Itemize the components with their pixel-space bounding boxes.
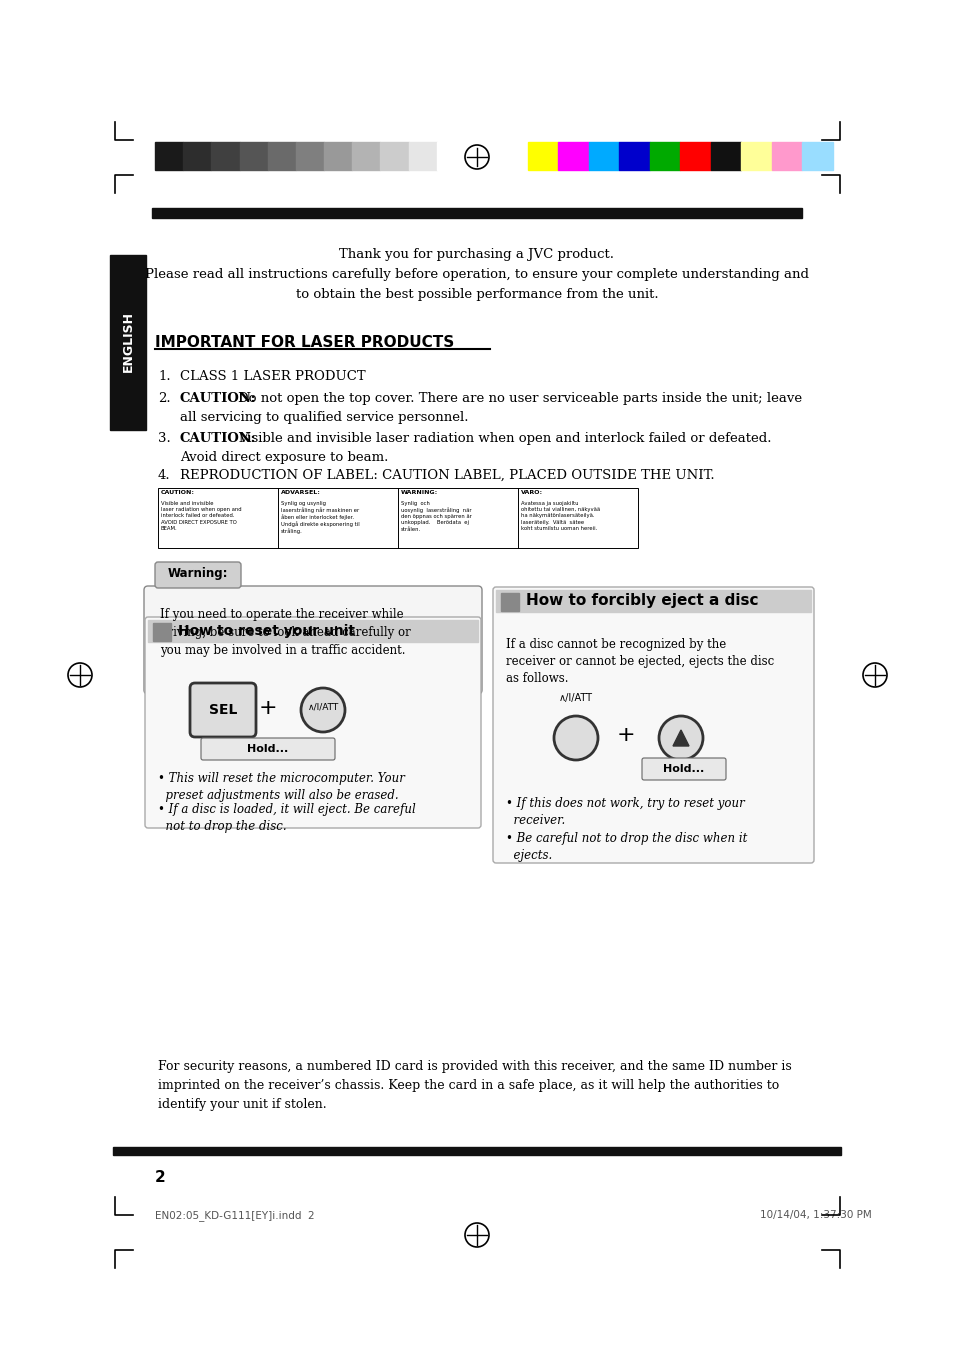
Bar	[679, 142, 710, 170]
Bar	[588, 142, 618, 170]
Bar	[740, 142, 771, 170]
Bar	[212, 142, 239, 170]
Bar	[618, 142, 649, 170]
Text: For security reasons, a numbered ID card is provided with this receiver, and the: For security reasons, a numbered ID card…	[158, 1061, 791, 1111]
Text: How to reset your unit: How to reset your unit	[178, 624, 355, 638]
Text: to obtain the best possible performance from the unit.: to obtain the best possible performance …	[295, 288, 658, 301]
Bar	[558, 142, 588, 170]
Bar	[527, 142, 558, 170]
Bar	[158, 488, 638, 549]
Polygon shape	[672, 730, 688, 746]
Bar	[408, 142, 436, 170]
Text: +: +	[258, 698, 277, 717]
Text: ENGLISH: ENGLISH	[121, 312, 134, 373]
Bar	[154, 142, 183, 170]
Text: If you need to operate the receiver while
driving, be sure to look ahead careful: If you need to operate the receiver whil…	[160, 608, 411, 657]
Text: Synlig og usynlig
laserstråling når maskinen er
åben eller interlocket fejler.
U: Synlig og usynlig laserstråling når mask…	[281, 501, 359, 534]
Text: How to forcibly eject a disc: How to forcibly eject a disc	[525, 593, 758, 608]
FancyBboxPatch shape	[641, 758, 725, 780]
Text: CLASS 1 LASER PRODUCT: CLASS 1 LASER PRODUCT	[180, 370, 365, 382]
Bar	[152, 623, 171, 640]
Text: VARO:: VARO:	[520, 490, 542, 494]
Text: • Be careful not to drop the disc when it
  ejects.: • Be careful not to drop the disc when i…	[505, 832, 746, 862]
Text: ∧/I/ATT: ∧/I/ATT	[558, 693, 593, 703]
Text: 4.: 4.	[158, 469, 171, 482]
Text: 3.: 3.	[158, 432, 171, 444]
Bar	[710, 142, 740, 170]
Bar	[152, 208, 801, 218]
Bar	[239, 142, 268, 170]
Text: 1.: 1.	[158, 370, 171, 382]
Text: SEL: SEL	[209, 703, 237, 717]
Text: ∧/I/ATT: ∧/I/ATT	[307, 703, 338, 712]
Bar	[112, 1147, 841, 1155]
Text: EN02:05_KD-G111[EY]i.indd  2: EN02:05_KD-G111[EY]i.indd 2	[154, 1210, 314, 1221]
Circle shape	[554, 716, 598, 761]
Circle shape	[301, 688, 345, 732]
Text: 2.: 2.	[158, 392, 171, 405]
Bar	[148, 620, 477, 642]
Bar	[324, 142, 352, 170]
Circle shape	[659, 716, 702, 761]
Text: CAUTION:: CAUTION:	[161, 490, 194, 494]
Text: CAUTION:: CAUTION:	[180, 392, 256, 405]
FancyBboxPatch shape	[154, 562, 241, 588]
Bar	[496, 590, 810, 612]
Bar	[771, 142, 801, 170]
Bar	[436, 142, 464, 170]
Text: Hold...: Hold...	[662, 765, 704, 774]
Text: +: +	[616, 725, 635, 744]
Text: Visible and invisible
laser radiation when open and
interlock failed or defeated: Visible and invisible laser radiation wh…	[161, 501, 241, 531]
Bar	[352, 142, 380, 170]
Bar	[649, 142, 679, 170]
Text: If a disc cannot be recognized by the
receiver or cannot be ejected, ejects the : If a disc cannot be recognized by the re…	[505, 638, 774, 685]
FancyBboxPatch shape	[190, 684, 255, 738]
FancyBboxPatch shape	[145, 617, 480, 828]
Text: REPRODUCTION OF LABEL: CAUTION LABEL, PLACED OUTSIDE THE UNIT.: REPRODUCTION OF LABEL: CAUTION LABEL, PL…	[180, 469, 714, 482]
Text: Avatessa ja suojakiltu
ohitettu tai viallinen, näkyvää
ha näkymätönlasersäteilyä: Avatessa ja suojakiltu ohitettu tai vial…	[520, 501, 599, 531]
Bar	[500, 593, 518, 611]
Text: Visible and invisible laser radiation when open and interlock failed or defeated: Visible and invisible laser radiation wh…	[237, 432, 771, 444]
Text: Avoid direct exposure to beam.: Avoid direct exposure to beam.	[180, 451, 388, 463]
Text: ADVARSEL:: ADVARSEL:	[281, 490, 320, 494]
Text: Please read all instructions carefully before operation, to ensure your complete: Please read all instructions carefully b…	[145, 267, 808, 281]
Bar	[380, 142, 408, 170]
Text: IMPORTANT FOR LASER PRODUCTS: IMPORTANT FOR LASER PRODUCTS	[154, 335, 454, 350]
FancyBboxPatch shape	[144, 586, 481, 694]
Text: 10/14/04, 1:37:30 PM: 10/14/04, 1:37:30 PM	[760, 1210, 871, 1220]
Text: • If this does not work, try to reset your
  receiver.: • If this does not work, try to reset yo…	[505, 797, 744, 827]
Bar	[183, 142, 212, 170]
FancyBboxPatch shape	[493, 586, 813, 863]
Text: Thank you for purchasing a JVC product.: Thank you for purchasing a JVC product.	[339, 249, 614, 261]
Text: all servicing to qualified service personnel.: all servicing to qualified service perso…	[180, 411, 468, 424]
Text: CAUTION:: CAUTION:	[180, 432, 256, 444]
Bar	[268, 142, 295, 170]
Bar	[801, 142, 832, 170]
Text: 2: 2	[154, 1170, 166, 1185]
FancyBboxPatch shape	[201, 738, 335, 761]
Text: Warning:: Warning:	[168, 567, 228, 581]
Text: • This will reset the microcomputer. Your
  preset adjustments will also be eras: • This will reset the microcomputer. You…	[158, 771, 404, 802]
Bar	[295, 142, 324, 170]
Text: WARNING:: WARNING:	[400, 490, 437, 494]
Bar	[110, 255, 146, 430]
Text: Hold...: Hold...	[247, 744, 289, 754]
Text: Synlig  och
uosynlig  laserstråling  när
den öppnas och spärren är
unkopplad.   : Synlig och uosynlig laserstråling när de…	[400, 501, 472, 532]
Text: Do not open the top cover. There are no user serviceable parts inside the unit; : Do not open the top cover. There are no …	[237, 392, 801, 405]
Text: • If a disc is loaded, it will eject. Be careful
  not to drop the disc.: • If a disc is loaded, it will eject. Be…	[158, 802, 416, 834]
